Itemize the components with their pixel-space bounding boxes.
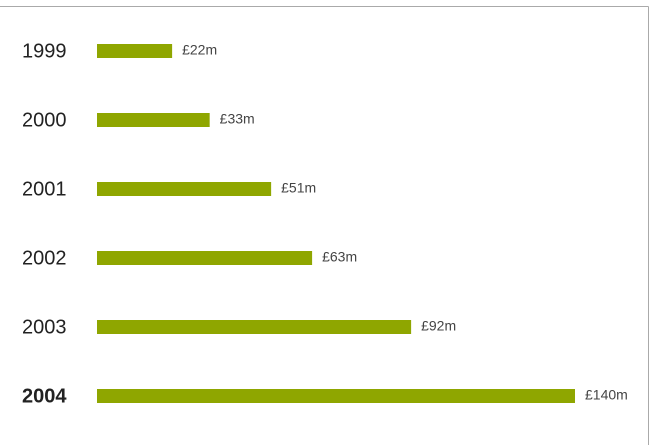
value-label: £63m: [322, 249, 357, 265]
bar: [97, 113, 210, 127]
value-label: £22m: [182, 42, 217, 58]
bar: [97, 44, 173, 58]
category-label: 2001: [22, 178, 67, 200]
bar: [97, 182, 272, 196]
value-label: £140m: [585, 387, 628, 403]
category-label: 2002: [22, 247, 67, 269]
bar: [97, 389, 575, 403]
bar: [97, 251, 313, 265]
category-label: 2003: [22, 316, 67, 338]
bar: [97, 320, 412, 334]
value-label: £51m: [281, 180, 316, 196]
category-label: 1999: [22, 40, 67, 62]
category-label: 2000: [22, 109, 67, 131]
value-label: £92m: [421, 318, 456, 334]
value-label: £33m: [220, 111, 255, 127]
category-label: 2004: [22, 385, 67, 407]
